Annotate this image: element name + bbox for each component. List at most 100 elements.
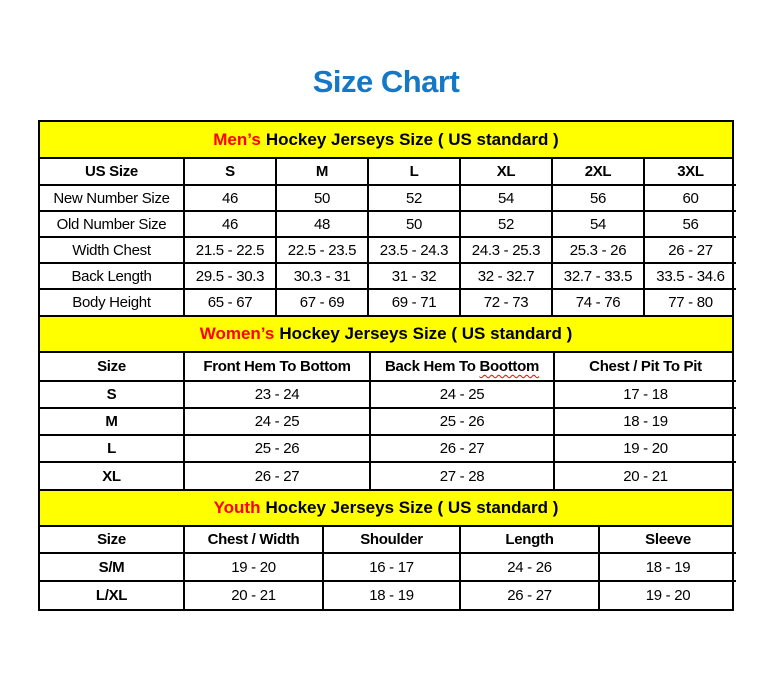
mens-header-row: US Size S M L XL 2XL 3XL [40, 159, 736, 186]
value-cell: 17 - 18 [554, 381, 736, 409]
header-cell: XL [460, 159, 553, 186]
header-cell: 2XL [552, 159, 645, 186]
value-cell: 26 - 27 [644, 237, 736, 264]
mens-section-header: Men’s Hockey Jerseys Size ( US standard … [40, 122, 732, 159]
value-cell: 20 - 21 [184, 581, 324, 609]
value-cell: 27 - 28 [370, 462, 555, 489]
value-cell: 24 - 26 [460, 553, 600, 582]
mens-section-accent: Men’s [213, 129, 261, 149]
header-cell: Shoulder [323, 527, 461, 554]
value-cell: 60 [644, 185, 736, 212]
row-label-cell: XL [40, 462, 185, 489]
row-label-cell: S/M [40, 553, 185, 582]
value-cell: 18 - 19 [554, 408, 736, 436]
value-cell: 50 [368, 211, 461, 238]
value-cell: 18 - 19 [599, 553, 736, 582]
value-cell: 67 - 69 [276, 289, 369, 315]
youth-section-accent: Youth [213, 498, 261, 517]
value-cell: 56 [552, 185, 645, 212]
womens-size-table: Size Front Hem To Bottom Back Hem To Boo… [40, 353, 736, 489]
value-cell: 46 [184, 211, 277, 238]
value-cell: 54 [460, 185, 553, 212]
value-cell: 29.5 - 30.3 [184, 263, 277, 290]
header-cell: S [184, 159, 277, 186]
table-row: Back Length 29.5 - 30.3 30.3 - 31 31 - 3… [40, 263, 736, 290]
mens-size-table: US Size S M L XL 2XL 3XL New Number Size… [40, 159, 736, 315]
value-cell: 52 [460, 211, 553, 238]
row-label-cell: S [40, 381, 185, 409]
value-cell: 56 [644, 211, 736, 238]
value-cell: 25.3 - 26 [552, 237, 645, 264]
womens-section-accent: Women’s [199, 324, 275, 343]
row-label-cell: New Number Size [40, 185, 185, 212]
value-cell: 50 [276, 185, 369, 212]
youth-section-header: Youth Hockey Jerseys Size ( US standard … [40, 489, 732, 527]
table-row: L/XL 20 - 21 18 - 19 26 - 27 19 - 20 [40, 581, 736, 609]
value-cell: 24.3 - 25.3 [460, 237, 553, 264]
value-cell: 26 - 27 [370, 435, 555, 463]
header-text: Back Hem To [384, 358, 476, 375]
size-chart-container: Men’s Hockey Jerseys Size ( US standard … [38, 120, 736, 611]
header-cell: Chest / Pit To Pit [554, 353, 736, 382]
header-cell: Size [40, 353, 185, 382]
womens-section-header: Women’s Hockey Jerseys Size ( US standar… [40, 315, 732, 353]
value-cell: 20 - 21 [623, 467, 668, 485]
value-cell: 19 - 20 [184, 553, 324, 582]
header-cell-back-hem: Back Hem To Boottom [370, 353, 555, 382]
row-label-cell: L [40, 435, 185, 463]
value-cell: 21.5 - 22.5 [184, 237, 277, 264]
page-title: Size Chart [312, 64, 460, 99]
value-cell: 31 - 32 [368, 263, 461, 290]
youth-section-title: Hockey Jerseys Size ( US standard ) [265, 498, 559, 517]
misspelled-word-wavy-underline: Boottom [479, 358, 540, 375]
header-cell: Size [40, 527, 185, 554]
header-cell: Sleeve [599, 527, 736, 554]
row-label-cell: Width Chest [40, 237, 185, 264]
header-cell: Chest / Width [184, 527, 324, 554]
row-label-cell: L/XL [40, 581, 185, 609]
table-row: S 23 - 24 24 - 25 17 - 18 [40, 381, 736, 409]
header-cell: L [368, 159, 461, 186]
row-label-cell: Back Length [40, 263, 185, 290]
table-row: S/M 19 - 20 16 - 17 24 - 26 18 - 19 [40, 553, 736, 582]
value-cell: 26 - 27 [460, 581, 600, 609]
mens-section-title: Hockey Jerseys Size ( US standard ) [265, 129, 559, 149]
value-cell: 18 - 19 [323, 581, 461, 609]
table-row: Body Height 65 - 67 67 - 69 69 - 71 72 -… [40, 289, 736, 315]
womens-section-title: Hockey Jerseys Size ( US standard ) [279, 324, 573, 343]
value-cell: 52 [368, 185, 461, 212]
value-cell: 48 [276, 211, 369, 238]
row-label-cell: Old Number Size [40, 211, 185, 238]
value-cell: 24 - 25 [184, 408, 371, 436]
value-cell: 16 - 17 [323, 553, 461, 582]
value-cell: 74 - 76 [552, 289, 645, 315]
value-cell: 69 - 71 [368, 289, 461, 315]
value-cell: 19 - 20 [554, 435, 736, 463]
value-cell: 23.5 - 24.3 [368, 237, 461, 264]
value-cell: 19 - 20 [645, 587, 691, 604]
row-label-cell: Body Height [40, 289, 185, 315]
header-cell: M [276, 159, 369, 186]
value-cell: 32 - 32.7 [460, 263, 553, 290]
value-cell: 33.5 - 34.6 [644, 263, 736, 290]
value-cell: 23 - 24 [184, 381, 371, 409]
header-cell: US Size [40, 159, 185, 186]
womens-header-row: Size Front Hem To Bottom Back Hem To Boo… [40, 353, 736, 382]
header-cell: Front Hem To Bottom [184, 353, 371, 382]
value-cell: 24 - 25 [370, 381, 555, 409]
header-cell: Length [460, 527, 600, 554]
row-label-cell: M [40, 408, 185, 436]
value-cell: 65 - 67 [184, 289, 277, 315]
table-row: Old Number Size 46 48 50 52 54 56 [40, 211, 736, 238]
table-row: Width Chest 21.5 - 22.5 22.5 - 23.5 23.5… [40, 237, 736, 264]
value-cell: 22.5 - 23.5 [276, 237, 369, 264]
header-cell: 3XL [644, 159, 736, 186]
youth-header-row: Size Chest / Width Shoulder Length Sleev… [40, 527, 736, 554]
table-row: L 25 - 26 26 - 27 19 - 20 [40, 435, 736, 463]
value-cell: 32.7 - 33.5 [552, 263, 645, 290]
value-cell: 46 [184, 185, 277, 212]
table-row: M 24 - 25 25 - 26 18 - 19 [40, 408, 736, 436]
value-cell: 77 - 80 [668, 294, 713, 311]
value-cell: 30.3 - 31 [276, 263, 369, 290]
value-cell: 54 [552, 211, 645, 238]
